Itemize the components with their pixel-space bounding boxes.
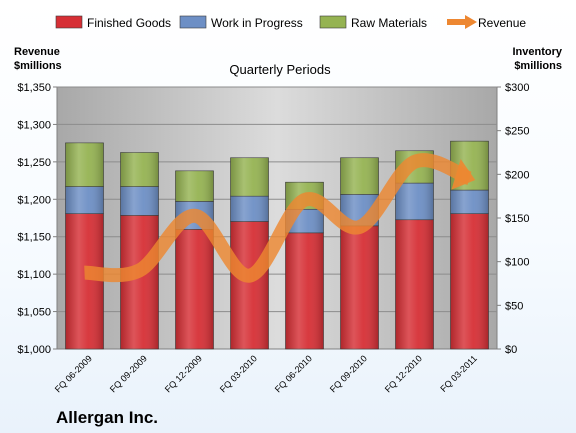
bar-shading	[450, 213, 489, 349]
left-axis-title-line2: $millions	[14, 60, 62, 72]
category-label: FQ 03-2010	[218, 353, 259, 394]
bar-shading	[175, 229, 214, 349]
legend-swatch-work-in-progress	[179, 15, 207, 29]
right-axis-tick-label: $150	[505, 213, 529, 225]
category-label: FQ 03-2011	[438, 353, 479, 394]
bar-shading	[120, 186, 159, 216]
bar-shading	[175, 170, 214, 202]
left-axis-tick-label: $1,250	[17, 157, 51, 169]
category-label: FQ 12-2009	[163, 353, 204, 394]
bar-shading	[65, 213, 104, 349]
legend-label-raw-materials: Raw Materials	[351, 16, 427, 30]
bar-shading	[230, 196, 269, 222]
legend-swatch-raw-materials	[319, 15, 347, 29]
revenue-arrowhead	[451, 158, 476, 190]
category-label: FQ 06-2010	[273, 353, 314, 394]
bar-shading	[285, 232, 324, 349]
category-label: FQ 06-2009	[53, 353, 94, 394]
category-label: FQ 09-2010	[328, 353, 369, 394]
left-axis-tick-label: $1,000	[17, 344, 51, 356]
legend-label-revenue: Revenue	[478, 16, 526, 30]
legend: Finished Goods Work in Progress Raw Materi…	[55, 15, 526, 30]
left-axis-tick-label: $1,350	[17, 82, 51, 94]
left-axis-tick-label: $1,300	[17, 119, 51, 131]
right-axis-tick-label: $250	[505, 126, 529, 138]
bar-shading	[340, 157, 379, 195]
left-axis-tick-label: $1,100	[17, 269, 51, 281]
bar-shading	[230, 221, 269, 349]
category-label: FQ 09-2009	[108, 353, 149, 394]
bar-shading	[230, 157, 269, 197]
left-axis-tick-label: $1,050	[17, 307, 51, 319]
right-axis-title-line1: Inventory	[512, 46, 562, 58]
bar-shading	[120, 215, 159, 349]
revenue-line-layer	[84, 153, 476, 283]
bar-shading	[395, 183, 434, 220]
right-axis-tick-label: $300	[505, 82, 529, 94]
right-axis-tick-label: $200	[505, 169, 529, 181]
category-label: FQ 12-2010	[383, 353, 424, 394]
left-axis-tick-label: $1,200	[17, 194, 51, 206]
right-axis-tick-label: $100	[505, 257, 529, 269]
bar-shading	[65, 142, 104, 187]
left-axis-title-line1: Revenue	[14, 46, 60, 58]
bar-shading	[340, 225, 379, 349]
bar-shading	[450, 190, 489, 214]
bar-shading	[65, 186, 104, 214]
legend-arrow-revenue	[465, 15, 477, 29]
bar-shading	[395, 219, 434, 349]
legend-label-work-in-progress: Work in Progress	[211, 16, 303, 30]
right-axis-tick-label: $0	[505, 344, 517, 356]
legend-swatch-finished-goods	[55, 15, 83, 29]
revenue-line	[84, 153, 473, 283]
company-label: Allergan Inc.	[56, 408, 158, 427]
bar-shading	[120, 152, 159, 187]
right-axis-tick-label: $50	[505, 300, 523, 312]
right-axis-title-line2: $millions	[514, 60, 562, 72]
chart-subtitle: Quarterly Periods	[229, 62, 331, 77]
legend-label-finished-goods: Finished Goods	[87, 16, 171, 30]
bars	[65, 140, 489, 350]
left-axis-tick-label: $1,150	[17, 232, 51, 244]
